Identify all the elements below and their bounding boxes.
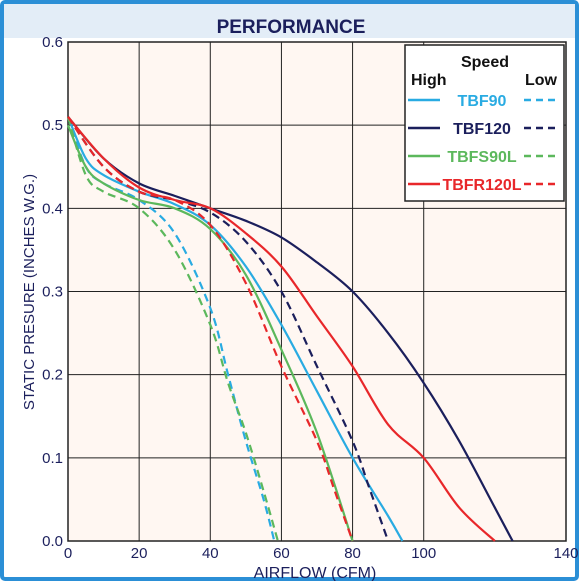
legend-title: Speed	[461, 54, 509, 71]
title-band	[4, 4, 575, 38]
x-tick-label: 20	[131, 545, 148, 562]
series-tbf120-high-line	[67, 116, 514, 542]
y-axis-label: STATIC PRESURE (INCHES W.G.)	[21, 174, 38, 410]
x-tick-label: 60	[273, 545, 290, 562]
legend-low-label: Low	[525, 72, 558, 89]
legend-label-tbf120: TBF120	[453, 121, 511, 138]
legend-label-tbfs90l: TBFS90L	[447, 149, 517, 166]
series-layer	[66, 116, 514, 542]
legend-entries: TBF90 TBF120 TBFS90L TBFR120L	[408, 93, 560, 194]
x-tick-label: 100	[411, 545, 436, 562]
y-tick-label: 0.5	[42, 117, 63, 134]
y-tick-label: 0.6	[42, 34, 63, 51]
y-tick-label: 0.0	[42, 533, 63, 550]
series-tbfs90l-low-line	[66, 116, 279, 542]
x-tick-label: 40	[202, 545, 219, 562]
legend: Speed High Low TBF90 TBF120 TBFS90L TBFR120…	[404, 44, 565, 202]
series-tbfr120l-high-line	[67, 116, 496, 542]
series-tbf90-high-line	[66, 116, 404, 542]
y-tick-label: 0.2	[42, 367, 63, 384]
x-axis-label: AIRFLOW (CFM)	[254, 565, 377, 581]
x-tick-label: 80	[344, 545, 361, 562]
y-tick-label: 0.4	[42, 200, 63, 217]
legend-high-label: High	[411, 72, 447, 89]
legend-label-tbf90: TBF90	[458, 93, 507, 110]
legend-box	[404, 44, 565, 202]
y-tick-label: 0.3	[42, 284, 63, 301]
series-tbfs90l-high-line	[66, 124, 354, 542]
chart-title: PERFORMANCE	[217, 17, 366, 38]
legend-label-tbfr120l: TBFR120L	[442, 177, 521, 194]
axis-layer: 0 20 40 60 80 100 140 0.0 0.1 0.2 0.3 0.4 0.5 0.6	[42, 34, 578, 562]
x-tick-label: 140	[553, 545, 578, 562]
x-tick-label: 0	[64, 545, 72, 562]
y-tick-label: 0.1	[42, 450, 63, 467]
